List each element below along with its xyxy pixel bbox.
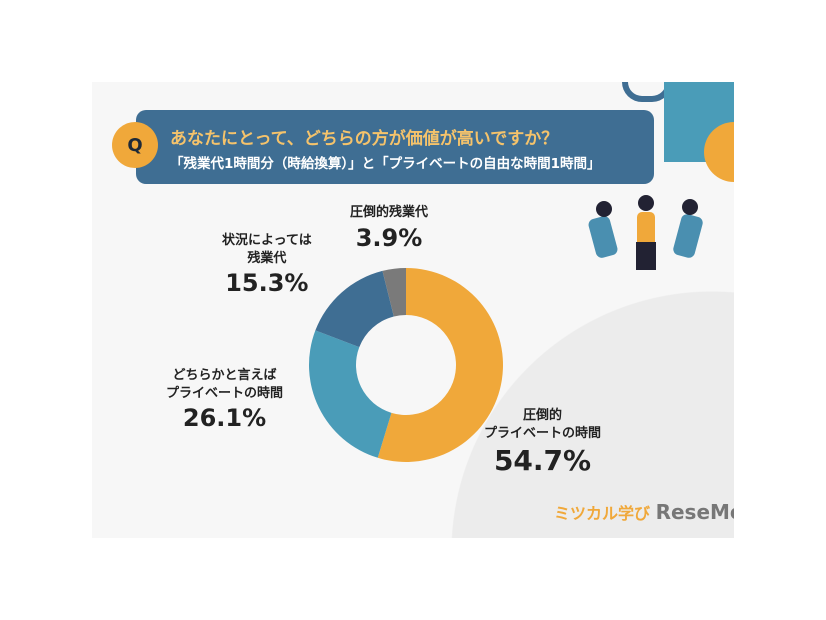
label-depends-overtime: 状況によっては 残業代 15.3% — [222, 233, 312, 298]
logo: ミツカル学び ReseMom — [554, 500, 734, 524]
donut-slice-0 — [377, 268, 504, 462]
donut-slice-3 — [382, 268, 406, 317]
infographic-panel: Q あなたにとって、どちらの方が価値が高いですか？ 「残業代1時間分（時給換算）… — [92, 82, 734, 538]
donut-slice-2 — [315, 270, 394, 348]
question-title: あなたにとって、どちらの方が価値が高いですか？ — [170, 129, 559, 149]
label-overwhelming-private: 圧倒的 プライベートの時間 54.7% — [484, 408, 602, 478]
question-banner — [136, 110, 654, 184]
q-badge: Q — [112, 122, 158, 168]
label-somewhat-private: どちらかと言えば プライベートの時間 26.1% — [166, 368, 284, 433]
label-overwhelming-overtime: 圧倒的残業代 3.9% — [350, 205, 429, 252]
question-subtitle: 「残業代1時間分（時給換算）」と「プライベートの自由な時間1時間」 — [170, 156, 601, 172]
jumping-people-illustration — [588, 195, 703, 270]
donut-chart — [309, 268, 504, 462]
donut-slice-1 — [309, 330, 392, 458]
